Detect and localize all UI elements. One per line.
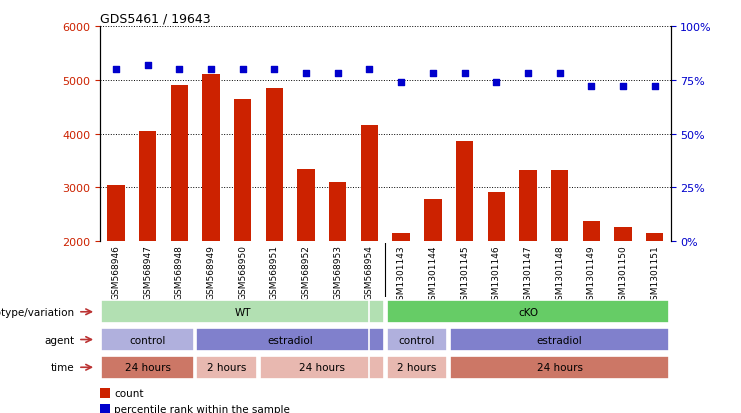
Bar [456,141,473,242]
Text: 24 hours: 24 hours [124,362,170,373]
Text: GSM1301143: GSM1301143 [396,245,405,305]
Point [300,71,312,77]
Text: GSM1301144: GSM1301144 [428,245,437,305]
Text: agent: agent [44,335,74,345]
Bar [488,192,505,242]
Point [617,84,629,90]
FancyBboxPatch shape [196,328,384,351]
FancyBboxPatch shape [102,301,384,323]
Point [332,71,344,77]
Text: 24 hours: 24 hours [536,362,582,373]
Text: count: count [114,388,144,398]
Text: genotype/variation: genotype/variation [0,307,74,317]
Text: GSM568947: GSM568947 [143,245,152,299]
FancyBboxPatch shape [450,328,669,351]
FancyBboxPatch shape [387,356,448,379]
Text: GSM568951: GSM568951 [270,245,279,299]
Text: GSM568946: GSM568946 [111,245,120,299]
Bar [551,170,568,242]
Text: GSM1301151: GSM1301151 [651,245,659,305]
FancyBboxPatch shape [102,328,194,351]
Bar [234,99,251,242]
Bar [361,126,378,242]
Point [173,66,185,73]
Text: GSM568948: GSM568948 [175,245,184,299]
Bar [582,221,600,242]
Bar [646,234,663,242]
Bar [297,169,315,242]
FancyBboxPatch shape [387,328,448,351]
Text: control: control [130,335,166,345]
Text: estradiol: estradiol [268,335,313,345]
Bar [519,171,536,242]
Text: time: time [50,362,74,373]
Text: 2 hours: 2 hours [207,362,247,373]
Text: GDS5461 / 19643: GDS5461 / 19643 [100,13,210,26]
Bar [100,404,110,413]
FancyBboxPatch shape [387,301,669,323]
Text: GSM568949: GSM568949 [207,245,216,299]
Bar [393,234,410,242]
Bar [266,88,283,242]
Text: GSM1301148: GSM1301148 [555,245,564,305]
Point [205,66,217,73]
Bar [170,86,188,242]
Bar [329,183,347,242]
Text: estradiol: estradiol [536,335,582,345]
Point [142,62,153,69]
FancyBboxPatch shape [450,356,669,379]
Text: cKO: cKO [518,307,538,317]
Point [491,79,502,86]
Bar [424,200,442,242]
Point [459,71,471,77]
Text: GSM568954: GSM568954 [365,245,374,299]
Text: 2 hours: 2 hours [397,362,436,373]
Text: GSM1301147: GSM1301147 [523,245,533,305]
Point [268,66,280,73]
Text: GSM1301145: GSM1301145 [460,245,469,305]
Point [395,79,407,86]
Bar [139,131,156,242]
Text: GSM568952: GSM568952 [302,245,310,299]
Text: GSM568950: GSM568950 [238,245,247,299]
Text: GSM1301149: GSM1301149 [587,245,596,305]
Point [110,66,122,73]
Point [522,71,534,77]
Point [237,66,249,73]
Bar [614,228,632,242]
Text: percentile rank within the sample: percentile rank within the sample [114,404,290,413]
Bar [202,75,219,242]
Point [649,84,661,90]
Bar [100,388,110,398]
Point [364,66,376,73]
Point [427,71,439,77]
Text: WT: WT [234,307,251,317]
Text: GSM1301146: GSM1301146 [492,245,501,305]
Bar [107,185,124,242]
FancyBboxPatch shape [102,356,194,379]
FancyBboxPatch shape [196,356,257,379]
Point [554,71,565,77]
FancyBboxPatch shape [260,356,384,379]
Text: 24 hours: 24 hours [299,362,345,373]
Text: GSM568953: GSM568953 [333,245,342,299]
Text: control: control [399,335,435,345]
Point [585,84,597,90]
Text: GSM1301150: GSM1301150 [619,245,628,305]
